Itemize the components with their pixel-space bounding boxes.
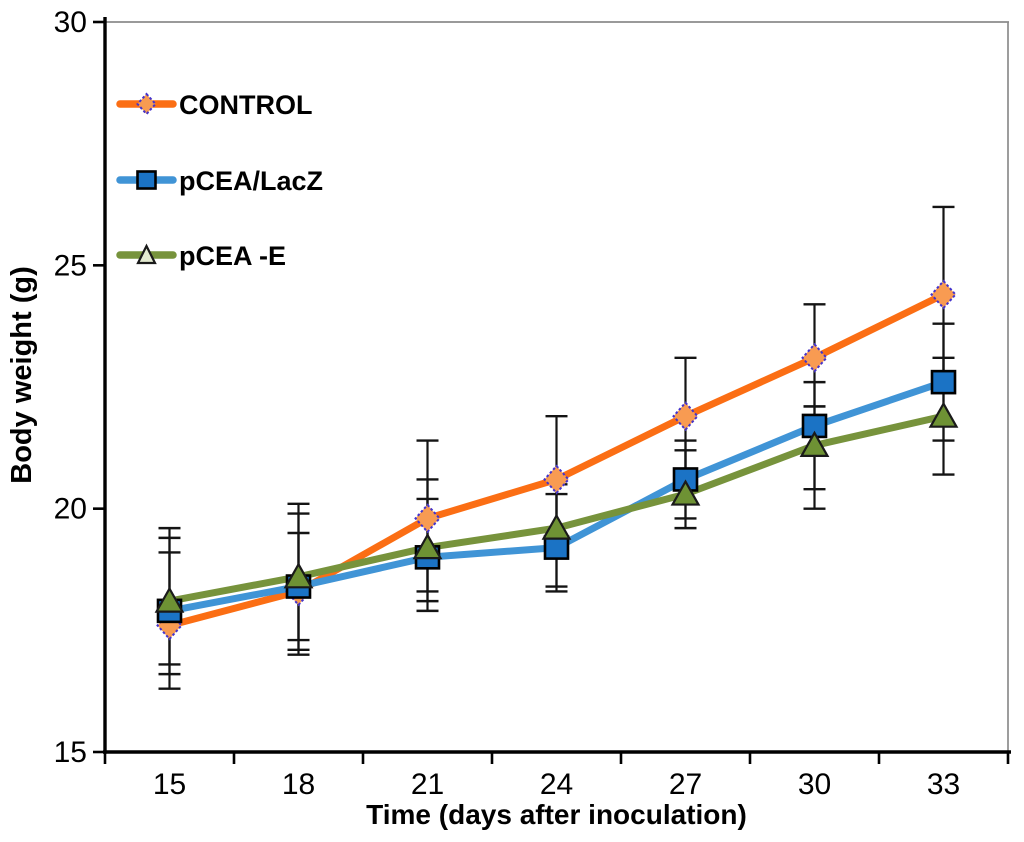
marker-diamond-icon xyxy=(930,279,957,310)
x-tick-label: 33 xyxy=(927,768,960,801)
marker-square-icon xyxy=(136,170,157,190)
marker-triangle-icon xyxy=(541,513,572,540)
x-tick-label: 15 xyxy=(153,768,186,801)
marker-diamond-icon xyxy=(801,342,828,373)
x-tick-label: 30 xyxy=(798,768,831,801)
x-tick-label: 18 xyxy=(282,768,315,801)
marker-triangle-icon xyxy=(136,243,157,265)
y-tick-label: 30 xyxy=(54,6,87,39)
x-axis-title: Time (days after inoculation) xyxy=(366,799,747,830)
marker-triangle-icon xyxy=(154,586,185,613)
x-tick-label: 21 xyxy=(411,768,444,801)
marker-triangle-icon xyxy=(928,401,959,428)
marker-square-icon xyxy=(930,369,957,395)
marker-triangle-icon xyxy=(670,479,701,506)
legend-label-pcea-e: pCEA -E xyxy=(179,241,286,271)
x-tick-label: 27 xyxy=(669,768,702,801)
legend-label-pcea-lacz: pCEA/LacZ xyxy=(179,166,323,196)
marker-triangle-icon xyxy=(412,532,443,560)
marker-diamond-icon xyxy=(672,401,699,432)
y-tick-label: 20 xyxy=(54,493,87,526)
x-tick-label: 24 xyxy=(540,768,573,801)
marker-diamond-icon xyxy=(414,503,441,534)
marker-diamond-icon xyxy=(136,92,157,116)
marker-triangle-icon xyxy=(283,562,314,589)
y-axis-title: Body weight (g) xyxy=(6,266,38,483)
marker-triangle-icon xyxy=(799,430,830,457)
marker-diamond-icon xyxy=(543,464,570,495)
y-tick-label: 15 xyxy=(54,736,87,769)
y-tick-label: 25 xyxy=(54,249,87,282)
legend-label-control: CONTROL xyxy=(179,90,312,120)
marker-square-icon xyxy=(543,535,570,560)
